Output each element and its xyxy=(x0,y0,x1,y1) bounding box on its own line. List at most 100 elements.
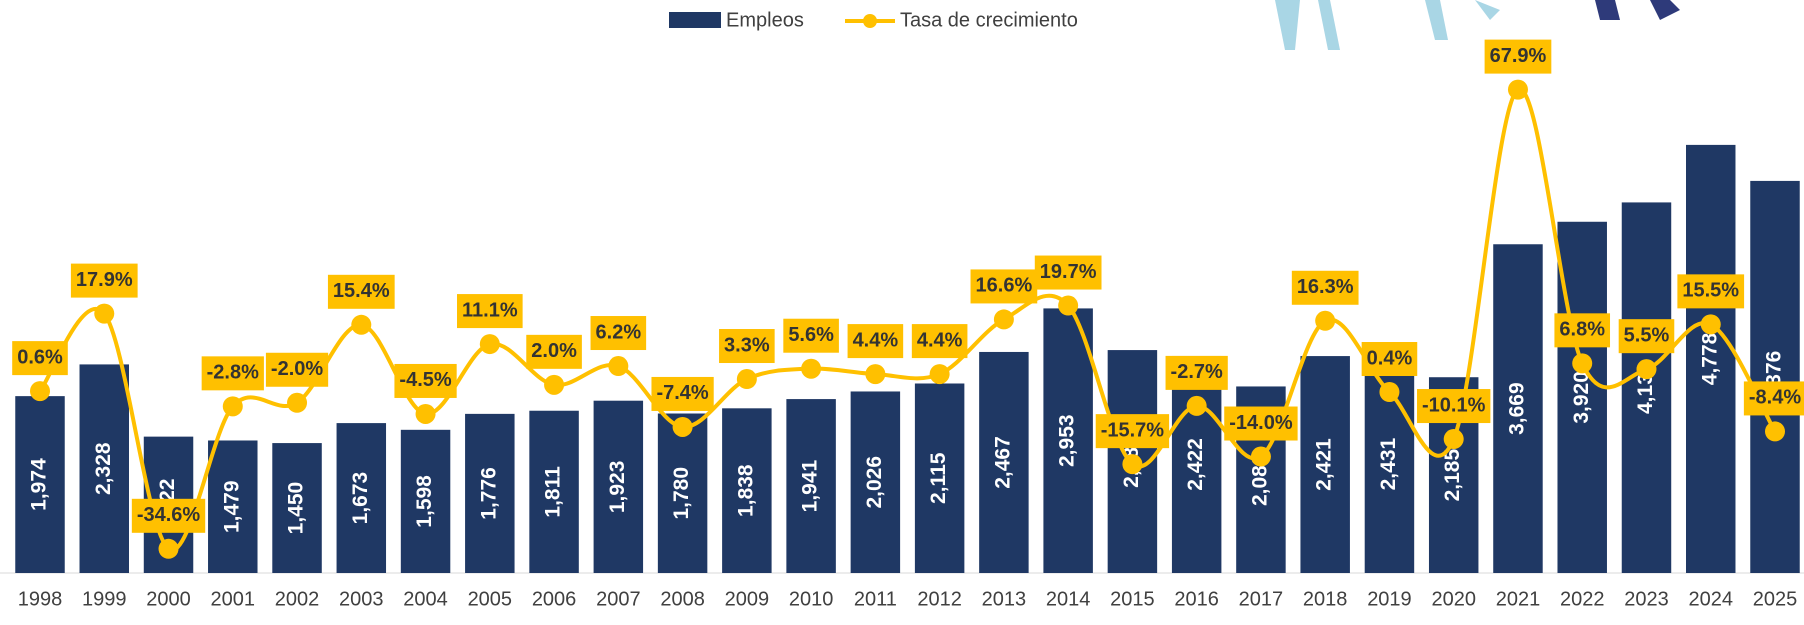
x-tick-label: 2019 xyxy=(1367,588,1412,610)
bar-value-label: 2,026 xyxy=(863,456,886,509)
line-value-label-group: -14.0% xyxy=(1224,406,1298,441)
bar-value-label: 1,479 xyxy=(220,480,243,533)
line-value-label-box xyxy=(651,376,714,411)
line-value-label-group: -2.7% xyxy=(1165,355,1228,390)
bar-value-label: 2,185 xyxy=(1441,449,1464,502)
line-marker xyxy=(30,381,50,402)
figure-leg xyxy=(1595,0,1620,20)
line-value-label-group: -34.6% xyxy=(131,498,206,533)
bar xyxy=(529,410,579,573)
line-value-label-box xyxy=(1743,381,1804,416)
bar xyxy=(15,396,65,573)
line-value-label: -34.6% xyxy=(137,504,201,526)
line-value-label-box xyxy=(12,341,68,376)
line-marker xyxy=(1636,359,1657,380)
line-value-label-box xyxy=(1554,313,1611,348)
line-value-label-box xyxy=(719,329,775,364)
line-marker xyxy=(415,403,436,424)
x-tick-label: 2024 xyxy=(1688,588,1733,610)
line-marker xyxy=(544,374,565,395)
x-tick-label: 2016 xyxy=(1174,588,1219,610)
bar xyxy=(1493,244,1543,573)
x-tick-label: 2000 xyxy=(146,588,191,610)
legend: Empleos Tasa de crecimiento xyxy=(669,9,1078,31)
line-value-label: 6.8% xyxy=(1559,319,1605,341)
legend-swatch-bar xyxy=(669,12,721,28)
line-value-label: -2.0% xyxy=(271,358,323,380)
line-marker xyxy=(1250,446,1271,467)
x-tick-label: 2004 xyxy=(403,588,448,610)
line-value-label: 15.5% xyxy=(1682,280,1739,302)
x-tick-label: 2020 xyxy=(1431,588,1476,610)
line-marker xyxy=(993,309,1014,330)
bar xyxy=(336,423,387,573)
line-value-label-group: -4.5% xyxy=(394,363,457,398)
line-value-label-group: 2.0% xyxy=(526,334,582,369)
line-value-label-group: 11.1% xyxy=(457,294,523,329)
line-value-label-box xyxy=(201,356,264,391)
line-value-label: -2.7% xyxy=(1171,361,1223,383)
line-value-label-group: 15.5% xyxy=(1677,274,1745,309)
bar xyxy=(272,443,322,573)
line-value-label-group: -15.7% xyxy=(1095,414,1170,449)
figure-leg xyxy=(1475,0,1500,20)
line-value-label-box xyxy=(1417,389,1491,424)
x-tick-label: 2001 xyxy=(211,588,256,610)
bar-value-label: 1,598 xyxy=(413,475,436,528)
line-value-label-box xyxy=(847,324,904,359)
x-tick-label: 2013 xyxy=(982,588,1027,610)
x-tick-label: 1999 xyxy=(82,588,127,610)
x-tick-label: 2009 xyxy=(725,588,770,610)
line-value-label: 5.6% xyxy=(788,324,834,346)
line-value-label-box xyxy=(1618,319,1675,354)
line-value-label: 17.9% xyxy=(76,269,133,291)
line-marker xyxy=(222,396,243,417)
line-marker xyxy=(351,314,372,335)
line-value-label: 2.0% xyxy=(531,340,577,362)
line-value-label-group: 0.6% xyxy=(12,341,68,376)
line-value-label-group: -2.8% xyxy=(201,356,264,391)
line-marker xyxy=(672,416,693,437)
line-value-label-group: -7.4% xyxy=(651,376,714,411)
bar xyxy=(1557,221,1607,573)
figure-leg xyxy=(1650,0,1680,20)
bar-value-label: 2,953 xyxy=(1056,414,1079,467)
line-marker xyxy=(736,369,757,390)
line-value-label-box xyxy=(1095,414,1170,449)
bar xyxy=(786,399,836,573)
legend-label: Empleos xyxy=(726,9,804,31)
bar-value-label: 2,431 xyxy=(1377,438,1400,491)
x-tick-label: 2015 xyxy=(1110,588,1155,610)
bar-value-label: 2,422 xyxy=(1184,438,1207,491)
x-tick-label: 2008 xyxy=(660,588,705,610)
x-tick-label: 2025 xyxy=(1753,588,1798,610)
bar-value-label: 2,467 xyxy=(991,436,1014,489)
line-value-label: 15.4% xyxy=(333,280,390,302)
x-tick-label: 2005 xyxy=(468,588,513,610)
bar-value-label: 1,780 xyxy=(670,467,693,520)
line-value-label-box xyxy=(1677,274,1745,309)
line-value-label-group: 17.9% xyxy=(70,263,138,298)
line-value-label: 6.2% xyxy=(596,321,642,343)
bar xyxy=(400,429,451,573)
line-value-label-group: 16.6% xyxy=(970,269,1038,304)
line-value-label: -14.0% xyxy=(1229,412,1293,434)
bar xyxy=(465,413,515,573)
line-value-label-group: 15.4% xyxy=(327,274,395,309)
line-value-label: 0.6% xyxy=(17,346,63,368)
legend-label: Tasa de crecimiento xyxy=(900,9,1078,31)
line-value-label-group: 5.5% xyxy=(1618,319,1675,354)
line-marker xyxy=(1186,395,1207,416)
line-value-label-group: 0.4% xyxy=(1361,342,1418,377)
bar-value-label: 3,920 xyxy=(1570,371,1593,424)
line-marker xyxy=(94,303,115,324)
bar xyxy=(914,383,965,573)
line-value-label: 4.4% xyxy=(853,329,899,351)
line-marker xyxy=(1700,314,1721,335)
line-marker xyxy=(865,364,886,385)
x-tick-label: 2022 xyxy=(1560,588,1605,610)
line-value-label-box xyxy=(590,316,647,351)
figure-leg xyxy=(1275,0,1300,50)
x-tick-label: 2010 xyxy=(789,588,834,610)
line-marker xyxy=(929,364,950,385)
